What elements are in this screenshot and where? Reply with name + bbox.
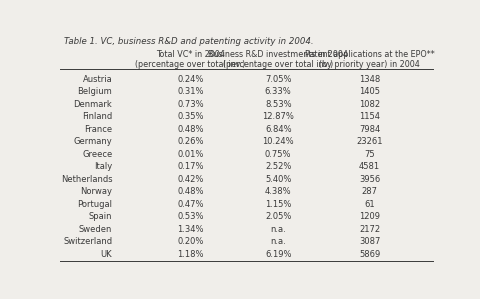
Text: Netherlands: Netherlands: [60, 175, 112, 184]
Text: 7.05%: 7.05%: [264, 75, 291, 84]
Text: 0.17%: 0.17%: [177, 162, 204, 171]
Text: 0.53%: 0.53%: [177, 212, 204, 221]
Text: 1209: 1209: [358, 212, 379, 221]
Text: 1405: 1405: [358, 88, 379, 97]
Text: 3087: 3087: [358, 237, 379, 246]
Text: 10.24%: 10.24%: [262, 137, 293, 147]
Text: Greece: Greece: [82, 150, 112, 159]
Text: 0.01%: 0.01%: [177, 150, 204, 159]
Text: 0.75%: 0.75%: [264, 150, 291, 159]
Text: Table 1. VC, business R&D and patenting activity in 2004.: Table 1. VC, business R&D and patenting …: [64, 37, 313, 46]
Text: Belgium: Belgium: [77, 88, 112, 97]
Text: 75: 75: [363, 150, 374, 159]
Text: 0.26%: 0.26%: [177, 137, 204, 147]
Text: Germany: Germany: [73, 137, 112, 147]
Text: Business R&D investments in 2004
(percentage over total inv.): Business R&D investments in 2004 (percen…: [208, 50, 348, 69]
Text: UK: UK: [100, 250, 112, 259]
Text: 5869: 5869: [358, 250, 379, 259]
Text: Portugal: Portugal: [77, 200, 112, 209]
Text: 1348: 1348: [358, 75, 379, 84]
Text: n.a.: n.a.: [270, 237, 286, 246]
Text: 2.05%: 2.05%: [264, 212, 291, 221]
Text: Patent applications at the EPO**
(by priority year) in 2004: Patent applications at the EPO** (by pri…: [304, 50, 433, 69]
Text: 3956: 3956: [358, 175, 379, 184]
Text: 5.40%: 5.40%: [264, 175, 291, 184]
Text: Italy: Italy: [94, 162, 112, 171]
Text: 0.42%: 0.42%: [177, 175, 204, 184]
Text: 12.87%: 12.87%: [262, 112, 294, 121]
Text: 4581: 4581: [358, 162, 379, 171]
Text: 23261: 23261: [356, 137, 382, 147]
Text: Finland: Finland: [82, 112, 112, 121]
Text: 4.38%: 4.38%: [264, 187, 291, 196]
Text: 0.47%: 0.47%: [177, 200, 204, 209]
Text: Spain: Spain: [89, 212, 112, 221]
Text: Norway: Norway: [80, 187, 112, 196]
Text: 6.19%: 6.19%: [264, 250, 291, 259]
Text: 2.52%: 2.52%: [264, 162, 291, 171]
Text: 1.18%: 1.18%: [177, 250, 204, 259]
Text: 1.15%: 1.15%: [264, 200, 291, 209]
Text: 0.20%: 0.20%: [177, 237, 204, 246]
Text: 1154: 1154: [358, 112, 379, 121]
Text: 7984: 7984: [358, 125, 379, 134]
Text: 6.33%: 6.33%: [264, 88, 291, 97]
Text: 1082: 1082: [358, 100, 379, 109]
Text: 0.24%: 0.24%: [177, 75, 204, 84]
Text: 0.31%: 0.31%: [177, 88, 204, 97]
Text: 0.35%: 0.35%: [177, 112, 204, 121]
Text: 8.53%: 8.53%: [264, 100, 291, 109]
Text: Total VC* in 2004
(percentage over total inv.): Total VC* in 2004 (percentage over total…: [135, 50, 245, 69]
Text: 2172: 2172: [358, 225, 379, 234]
Text: Austria: Austria: [83, 75, 112, 84]
Text: Sweden: Sweden: [79, 225, 112, 234]
Text: 0.73%: 0.73%: [177, 100, 204, 109]
Text: 287: 287: [361, 187, 377, 196]
Text: 1.34%: 1.34%: [177, 225, 204, 234]
Text: France: France: [84, 125, 112, 134]
Text: n.a.: n.a.: [270, 225, 286, 234]
Text: 0.48%: 0.48%: [177, 125, 204, 134]
Text: 61: 61: [363, 200, 374, 209]
Text: 0.48%: 0.48%: [177, 187, 204, 196]
Text: Denmark: Denmark: [73, 100, 112, 109]
Text: Switzerland: Switzerland: [63, 237, 112, 246]
Text: 6.84%: 6.84%: [264, 125, 291, 134]
